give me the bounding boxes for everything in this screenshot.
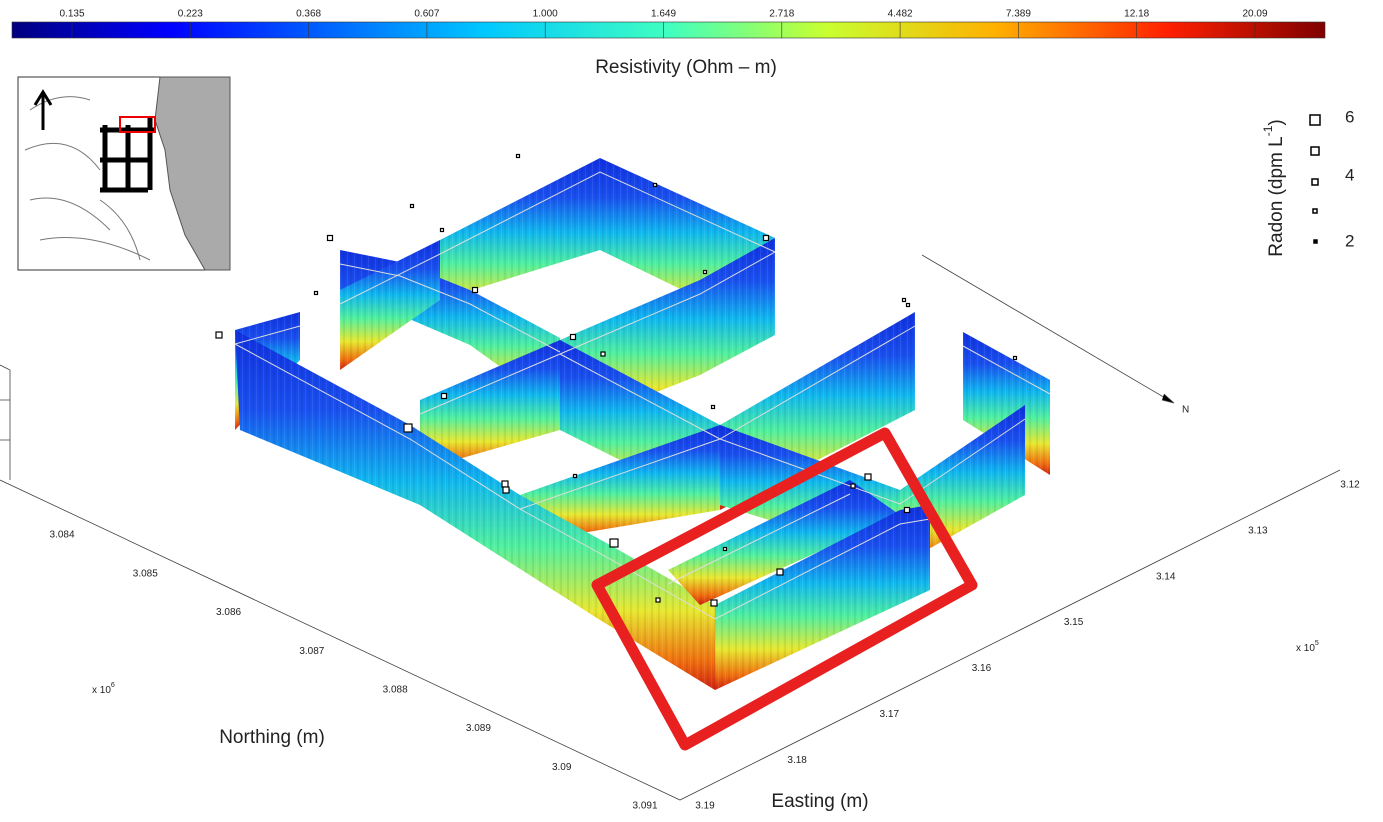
radon-marker	[315, 292, 318, 295]
colorbar-tick-label: 1.649	[651, 9, 676, 20]
radon-marker	[328, 236, 333, 241]
tick-label: 3.17	[880, 709, 900, 720]
tick-label: 3.086	[216, 607, 241, 618]
radon-marker	[711, 600, 717, 606]
radon-marker	[442, 394, 447, 399]
tick-label: 3.16	[972, 663, 992, 674]
radon-marker	[907, 304, 910, 307]
easting-multiplier: x 105	[1296, 640, 1319, 654]
tick-label: 3.089	[466, 723, 491, 734]
radon-marker	[517, 155, 520, 158]
compass-label: N	[1182, 405, 1189, 416]
radon-marker	[411, 205, 414, 208]
multiplier-base: x 10	[1296, 643, 1315, 654]
northing-multiplier: x 106	[92, 682, 115, 696]
radon-marker	[656, 598, 660, 602]
inset-map	[18, 77, 230, 270]
colorbar-tick-label: 0.607	[414, 9, 439, 20]
radon-marker	[441, 229, 444, 232]
colorbar-tick-label: 7.389	[1006, 9, 1031, 20]
radon-marker	[1014, 357, 1017, 360]
easting-title: Easting (m)	[771, 791, 868, 812]
radon-marker	[404, 424, 412, 432]
radon-marker	[704, 271, 707, 274]
legend-title-main: Radon (dpm L	[1266, 136, 1287, 256]
legend-title-sup: -1	[1261, 125, 1275, 136]
colorbar	[12, 22, 1325, 38]
radon-marker	[777, 569, 783, 575]
legend-label: 6	[1345, 107, 1354, 126]
tick-label: 3.084	[49, 530, 74, 541]
colorbar-tick-label: 12.18	[1124, 9, 1149, 20]
figure: 0.135 0.223 0.368 0.607 1.000 1.649 2.718 4.482…	[0, 0, 1383, 822]
radon-marker	[503, 487, 509, 493]
legend-labels: 6 4 2	[1345, 107, 1354, 250]
radon-marker	[905, 508, 910, 513]
legend-label: 2	[1345, 231, 1354, 250]
radon-marker	[473, 288, 478, 293]
tick-label: 3.18	[787, 755, 807, 766]
radon-marker	[712, 406, 715, 409]
colorbar-tick-label: 1.000	[533, 9, 558, 20]
tick-label: 3.19	[695, 801, 715, 812]
page: {"colorbar": {"title": "Resistivity (Ohm…	[0, 0, 1383, 822]
radon-marker	[574, 475, 577, 478]
radon-marker	[764, 236, 769, 241]
tick-label: 3.12	[1340, 480, 1360, 491]
radon-marker	[654, 184, 657, 187]
multiplier-exponent: 5	[1315, 640, 1319, 647]
tick-label: 3.09	[552, 762, 572, 773]
radon-marker	[851, 484, 855, 488]
legend-title: Radon (dpm L-1)	[1261, 119, 1287, 256]
colorbar-title: Resistivity (Ohm – m)	[595, 57, 777, 78]
colorbar-tick-label: 0.135	[59, 9, 84, 20]
radon-marker	[610, 539, 618, 547]
northing-title: Northing (m)	[219, 727, 325, 748]
tick-label: 3.091	[632, 801, 657, 812]
multiplier-base: x 10	[92, 685, 111, 696]
tick-label: 3.13	[1248, 525, 1268, 536]
radon-marker	[571, 335, 576, 340]
colorbar-tick-label: 4.482	[888, 9, 913, 20]
radon-marker	[865, 474, 871, 480]
legend-symbols	[1310, 115, 1320, 243]
radon-marker	[216, 332, 222, 338]
tick-label: 3.087	[299, 646, 324, 657]
radon-marker	[903, 299, 906, 302]
colorbar-tick-label: 20.09	[1242, 9, 1267, 20]
multiplier-exponent: 6	[111, 682, 115, 689]
colorbar-tick-label: 0.368	[296, 9, 321, 20]
colorbar-tick-label: 2.718	[769, 9, 794, 20]
tick-label: 3.085	[133, 568, 158, 579]
tick-label: 3.14	[1156, 571, 1176, 582]
tick-label: 3.088	[383, 684, 408, 695]
legend-title-end: )	[1266, 119, 1287, 125]
radon-marker	[724, 548, 727, 551]
legend-label: 4	[1345, 165, 1354, 184]
radon-marker	[601, 352, 605, 356]
colorbar-tick-label: 0.223	[178, 9, 203, 20]
tick-label: 3.15	[1064, 617, 1084, 628]
radon-marker	[502, 481, 508, 487]
